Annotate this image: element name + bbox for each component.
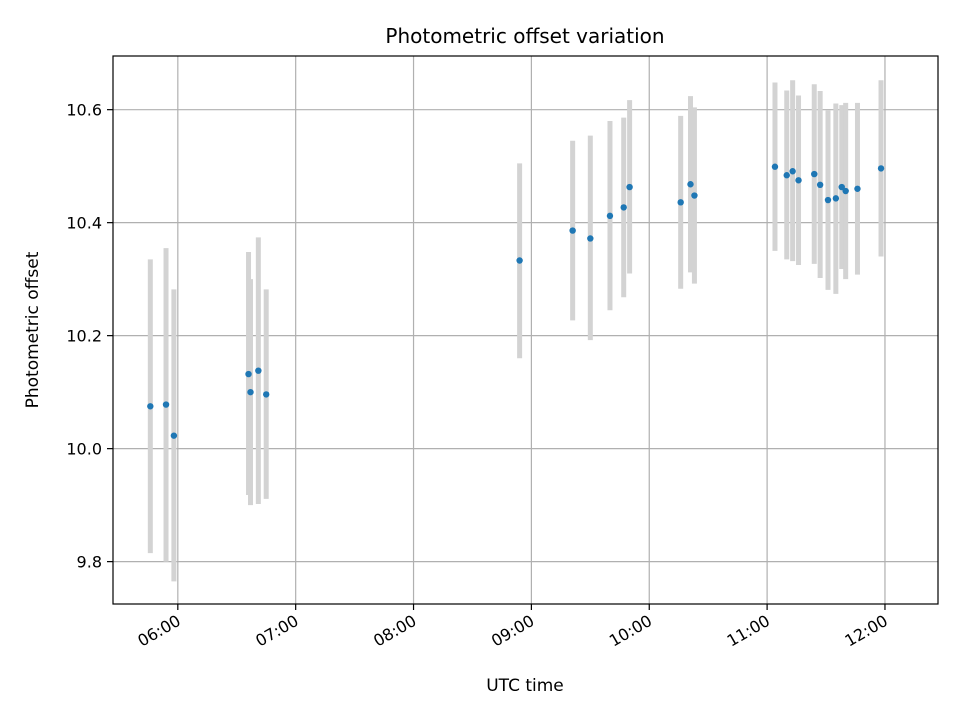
data-point [147, 403, 154, 410]
data-point [170, 432, 178, 439]
data-point [783, 172, 790, 179]
data-point [677, 199, 684, 206]
data-point [587, 235, 594, 242]
chart-title: Photometric offset variation [385, 24, 664, 48]
data-point [877, 165, 885, 172]
data-point [162, 401, 170, 408]
y-tick-label: 10.4 [66, 214, 102, 233]
data-point [795, 177, 802, 184]
point-layer [147, 163, 885, 439]
data-point [245, 370, 252, 378]
y-tick-label: 10.2 [66, 327, 102, 346]
data-point [832, 195, 840, 202]
data-point [247, 388, 254, 396]
data-point [811, 170, 818, 178]
data-point [771, 163, 779, 170]
data-point [816, 181, 824, 189]
data-point [606, 212, 614, 220]
data-point [516, 257, 523, 264]
plot-frame [112, 55, 939, 605]
x-axis-label: UTC time [486, 676, 564, 696]
data-point [263, 391, 270, 398]
data-point [854, 185, 861, 192]
data-point [687, 181, 694, 188]
y-tick-label: 9.8 [77, 553, 102, 572]
data-point [838, 183, 845, 191]
y-tick-label: 10.0 [66, 440, 102, 459]
data-point [255, 367, 262, 374]
y-tick-label: 10.6 [66, 101, 102, 120]
data-point [842, 187, 849, 195]
data-point [691, 192, 698, 199]
data-point [620, 204, 627, 211]
data-point [626, 183, 633, 191]
data-point [569, 227, 576, 234]
data-point [824, 196, 832, 204]
y-axis-label: Photometric offset [23, 251, 43, 408]
data-point [789, 168, 796, 175]
